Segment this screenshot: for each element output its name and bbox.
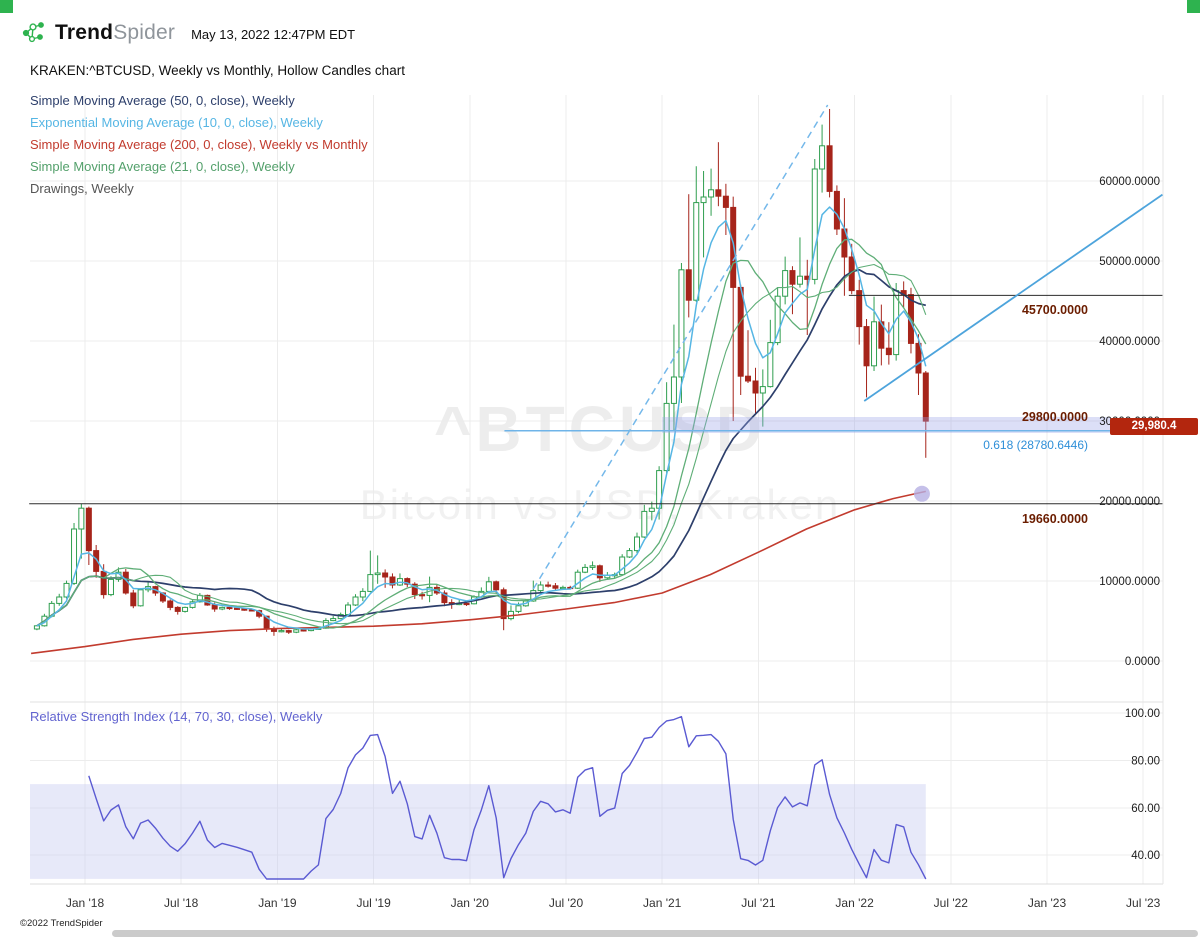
rsi-pane bbox=[30, 715, 927, 880]
time-axis[interactable]: Jan '18 Jul '18 Jan '19 Jul '19 Jan '20 Jul '… bbox=[66, 896, 1161, 910]
legend-item-2[interactable]: Simple Moving Average (200, 0, close), W… bbox=[30, 137, 368, 152]
sma21-monthly-line bbox=[36, 263, 927, 627]
rsi-line bbox=[88, 715, 927, 880]
solid-trendline bbox=[863, 193, 1163, 402]
grid-layer bbox=[30, 95, 1164, 885]
anchor-dot bbox=[913, 485, 930, 502]
header: TrendSpider May 13, 2022 12:47PM EDT bbox=[20, 19, 355, 46]
brand-bold: Trend bbox=[55, 20, 114, 44]
svg-text:40000.0000: 40000.0000 bbox=[1099, 336, 1160, 348]
svg-text:10000.0000: 10000.0000 bbox=[1099, 576, 1160, 588]
chart-datetime: May 13, 2022 12:47PM EDT bbox=[191, 26, 356, 42]
legend-item-0[interactable]: Simple Moving Average (50, 0, close), We… bbox=[30, 93, 295, 108]
svg-text:Jan '22: Jan '22 bbox=[835, 896, 874, 910]
price-level-label-19660: 19660.0000 bbox=[1021, 512, 1088, 526]
svg-text:Jan '23: Jan '23 bbox=[1028, 896, 1067, 910]
svg-text:40.00: 40.00 bbox=[1131, 850, 1160, 862]
drawings-layer[interactable] bbox=[29, 104, 1163, 590]
corner-marker-left bbox=[0, 0, 13, 13]
svg-text:20000.0000: 20000.0000 bbox=[1099, 496, 1160, 508]
chart-title: KRAKEN:^BTCUSD, Weekly vs Monthly, Hollo… bbox=[30, 63, 405, 78]
svg-text:Jan '21: Jan '21 bbox=[643, 896, 682, 910]
ema10-line bbox=[36, 206, 927, 630]
svg-text:Jul '22: Jul '22 bbox=[934, 896, 969, 910]
brand-light: Spider bbox=[113, 20, 176, 44]
price-level-label-29800: 29800.0000 bbox=[1021, 410, 1088, 424]
svg-text:0.0000: 0.0000 bbox=[1125, 656, 1160, 668]
svg-text:100.00: 100.00 bbox=[1125, 708, 1160, 720]
svg-text:Jan '18: Jan '18 bbox=[66, 896, 105, 910]
brand-logo[interactable]: TrendSpider bbox=[55, 21, 175, 45]
svg-text:Jul '21: Jul '21 bbox=[741, 896, 776, 910]
svg-text:80.00: 80.00 bbox=[1131, 755, 1160, 767]
copyright-text: ©2022 TrendSpider bbox=[20, 918, 103, 929]
svg-text:Jul '19: Jul '19 bbox=[356, 896, 391, 910]
rsi-band bbox=[30, 784, 926, 879]
svg-text:Jan '20: Jan '20 bbox=[451, 896, 490, 910]
legend: Simple Moving Average (50, 0, close), We… bbox=[30, 90, 368, 200]
corner-marker-right bbox=[1187, 0, 1200, 13]
fib-level-label: 0.618 (28780.6446) bbox=[983, 438, 1088, 452]
legend-item-1[interactable]: Exponential Moving Average (10, 0, close… bbox=[30, 115, 323, 130]
rsi-indicator-title[interactable]: Relative Strength Index (14, 70, 30, clo… bbox=[30, 709, 323, 724]
watermark-symbol: ^BTCUSD bbox=[433, 393, 767, 465]
svg-text:Jul '23: Jul '23 bbox=[1126, 896, 1161, 910]
legend-item-3[interactable]: Simple Moving Average (21, 0, close), We… bbox=[30, 159, 295, 174]
svg-text:60.00: 60.00 bbox=[1131, 803, 1160, 815]
price-level-label-45700: 45700.0000 bbox=[1021, 303, 1088, 317]
last-price-badge: 29,980.4 bbox=[1110, 418, 1198, 435]
moving-averages-layer bbox=[30, 206, 927, 655]
trendspider-logo-icon bbox=[22, 22, 44, 43]
horizontal-scrollbar[interactable] bbox=[112, 930, 1198, 937]
dashed-trendline bbox=[532, 104, 829, 590]
svg-text:Jul '18: Jul '18 bbox=[164, 896, 199, 910]
svg-text:60000.0000: 60000.0000 bbox=[1099, 176, 1160, 188]
legend-item-4[interactable]: Drawings, Weekly bbox=[30, 181, 134, 196]
svg-text:Jan '19: Jan '19 bbox=[258, 896, 297, 910]
support-zone-rect bbox=[662, 417, 1111, 433]
svg-text:Jul '20: Jul '20 bbox=[549, 896, 584, 910]
sma50-line bbox=[36, 268, 927, 627]
svg-text:50000.0000: 50000.0000 bbox=[1099, 256, 1160, 268]
sma200-line bbox=[30, 490, 926, 655]
rsi-axis[interactable]: 100.00 80.00 60.00 40.00 bbox=[1125, 708, 1160, 862]
